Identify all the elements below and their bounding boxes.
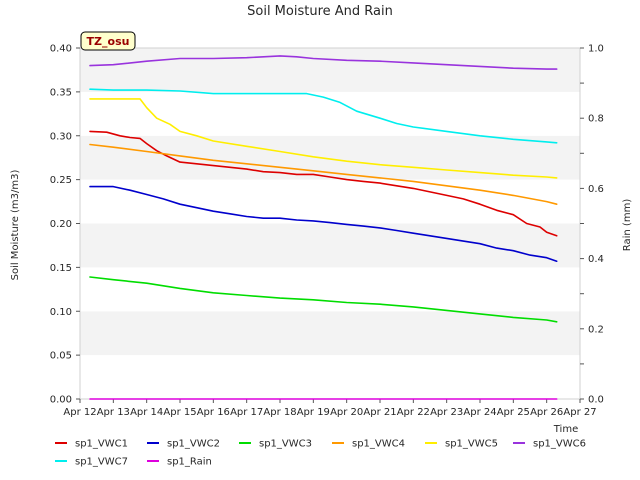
y-tick-label: 0.40 — [50, 44, 72, 55]
series-line-sp1-vwc6 — [89, 55, 558, 70]
legend-label: sp1_VWC5 — [445, 439, 498, 450]
y2-tick-label: 0.2 — [588, 324, 604, 335]
legend-item: sp1_VWC1 — [55, 439, 128, 450]
x-tick-label: Apr 18 — [263, 407, 296, 418]
x-tick-label: Apr 19 — [297, 407, 330, 418]
legend-item: sp1_VWC2 — [147, 439, 220, 450]
grid-band — [80, 48, 580, 92]
x-tick-label: Apr 13 — [97, 407, 130, 418]
x-tick-label: Apr 16 — [197, 407, 230, 418]
grid-band — [80, 179, 580, 224]
x-tick-label: Apr 21 — [363, 407, 396, 418]
grid-band — [80, 355, 580, 399]
x-tick-label: Apr 15 — [163, 407, 196, 418]
x-tick-label: Apr 17 — [230, 407, 263, 418]
legend-item: sp1_VWC5 — [425, 439, 498, 450]
y2-tick-label: 0.0 — [588, 395, 604, 406]
y-tick-label: 0.20 — [50, 219, 72, 230]
y2-tick-label: 0.4 — [588, 254, 604, 265]
y2-tick-label: 0.8 — [588, 114, 604, 125]
y2-axis-label: Rain (mm) — [622, 199, 633, 252]
legend: sp1_VWC1 sp1_VWC2 sp1_VWC3 sp1_VWC4 sp1_VWC5… — [55, 439, 586, 468]
x-tick-label: Apr 20 — [330, 407, 363, 418]
grid-band — [80, 311, 580, 356]
grid-band — [80, 267, 580, 312]
series-line-sp1-vwc1 — [89, 130, 558, 237]
series-line-sp1-vwc7 — [89, 88, 558, 144]
legend-item: sp1_VWC3 — [239, 439, 312, 450]
plot-grid-bands — [80, 48, 580, 399]
series-line-sp1-vwc5 — [89, 98, 558, 179]
x-tick-label: Apr 22 — [397, 407, 430, 418]
legend-label: sp1_VWC3 — [259, 439, 312, 450]
legend-item: sp1_VWC4 — [332, 439, 405, 450]
series-line-sp1-vwc3 — [89, 276, 558, 323]
x-tick-label: Apr 14 — [130, 407, 163, 418]
x-axis-label: Time — [553, 424, 578, 435]
y-tick-label: 0.25 — [50, 175, 72, 186]
series-layer — [89, 55, 558, 400]
legend-item: sp1_VWC7 — [55, 457, 128, 468]
y-axis-right: 0.0 0.2 0.4 0.6 0.8 1.0 — [580, 44, 604, 406]
y2-tick-label: 1.0 — [588, 44, 604, 55]
series-line-sp1-vwc4 — [89, 143, 558, 205]
y-tick-label: 0.15 — [50, 263, 72, 274]
x-tick-label: Apr 23 — [430, 407, 463, 418]
y-tick-label: 0.35 — [50, 87, 72, 98]
y-tick-label: 0.00 — [50, 395, 72, 406]
x-tick-label: Apr 24 — [463, 407, 496, 418]
legend-label: sp1_VWC6 — [533, 439, 586, 450]
x-tick-label: Apr 27 — [563, 407, 596, 418]
legend-label: sp1_VWC4 — [352, 439, 405, 450]
y-tick-label: 0.05 — [50, 351, 72, 362]
annotation-box: TZ_osu — [80, 31, 136, 51]
legend-label: sp1_VWC1 — [75, 439, 128, 450]
chart-title: Soil Moisture And Rain — [247, 4, 393, 19]
x-tick-label: Apr 26 — [530, 407, 563, 418]
y-axis-left: 0.00 0.05 0.10 0.15 0.20 0.25 0.30 0.35 0.40 — [50, 44, 80, 406]
legend-label: sp1_VWC7 — [75, 457, 128, 468]
legend-item: sp1_VWC6 — [513, 439, 586, 450]
y-tick-label: 0.30 — [50, 131, 72, 142]
legend-label: sp1_VWC2 — [167, 439, 220, 450]
legend-label: sp1_Rain — [167, 457, 212, 468]
x-axis: Apr 12 Apr 13 Apr 14 Apr 15 Apr 16 Apr 17 Apr … — [63, 399, 597, 418]
legend-item: sp1_Rain — [147, 457, 212, 468]
series-line-sp1-vwc2 — [89, 185, 558, 263]
y-tick-label: 0.10 — [50, 307, 72, 318]
y-axis-label: Soil Moisture (m3/m3) — [10, 170, 21, 281]
grid-band — [80, 223, 580, 268]
x-tick-label: Apr 25 — [497, 407, 530, 418]
annotation-label: TZ_osu — [87, 35, 130, 48]
y2-tick-label: 0.6 — [588, 184, 604, 195]
x-tick-label: Apr 12 — [63, 407, 96, 418]
